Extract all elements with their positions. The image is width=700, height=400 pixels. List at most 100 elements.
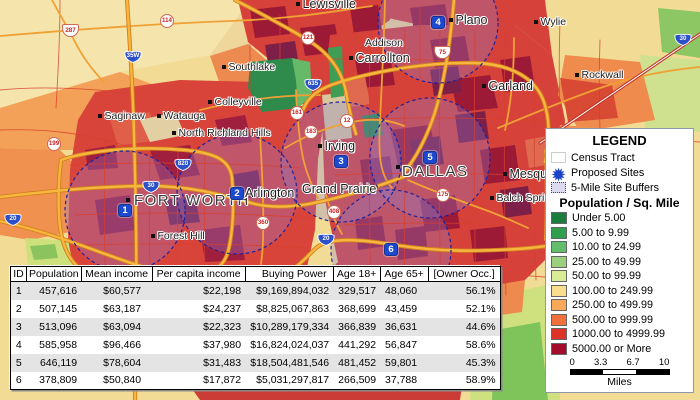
city-label-dallas: DALLAS bbox=[402, 163, 469, 180]
cell-mean-income: $96,466 bbox=[103, 338, 142, 351]
table-row[interactable]: 4 585,958 $96,466 $37,980 $16,824,024,03… bbox=[11, 336, 501, 354]
city-label-north-richland-hills: North Richland Hills bbox=[172, 127, 271, 139]
route-shield-408: 408 bbox=[327, 205, 341, 219]
cell-age-65: 37,788 bbox=[385, 374, 418, 387]
legend-title: LEGEND bbox=[592, 133, 647, 148]
legend-layer-census-tract: Census Tract bbox=[551, 150, 688, 165]
cell-id: 5 bbox=[10, 353, 27, 372]
cell-mean-income: $63,187 bbox=[103, 302, 142, 315]
city-label-arlington: Arlington bbox=[245, 186, 295, 200]
city-dot bbox=[503, 172, 507, 176]
cell-age-18: 266,509 bbox=[338, 374, 377, 387]
cell-buying-power: $8,825,067,863 bbox=[256, 302, 330, 315]
city-dot-fort-worth bbox=[126, 198, 130, 202]
city-label-addison: Addison bbox=[365, 37, 403, 49]
cell-id: 6 bbox=[15, 374, 22, 387]
cell-buying-power: $10,289,179,334 bbox=[245, 317, 334, 336]
route-shield-12: 12 bbox=[340, 114, 354, 128]
table-row[interactable]: 2 507,145 $63,187 $24,237 $8,825,067,863… bbox=[11, 300, 501, 318]
col-header-population[interactable]: Population bbox=[26, 266, 82, 282]
site-marker-6[interactable]: 6 bbox=[384, 243, 398, 256]
site-marker-3[interactable]: 3 bbox=[334, 155, 348, 168]
city-label-colleyville: Colleyville bbox=[208, 96, 262, 108]
legend-subtitle: Population / Sq. Mile bbox=[559, 196, 680, 210]
cell-buying-power: $9,169,894,032 bbox=[245, 281, 334, 300]
class-swatch bbox=[551, 328, 567, 341]
city-label-watauga: Watauga bbox=[157, 110, 205, 122]
city-dot bbox=[575, 73, 579, 77]
cell-population: 378,809 bbox=[39, 374, 78, 387]
cell-age-65: 59,801 bbox=[380, 353, 429, 372]
city-label-rockwall: Rockwall bbox=[575, 69, 624, 81]
city-label-irving: Irving bbox=[318, 139, 355, 153]
class-swatch bbox=[551, 226, 567, 239]
class-swatch bbox=[551, 284, 567, 297]
col-header-buying-power[interactable]: Buying Power bbox=[245, 266, 334, 282]
col-header-age-18[interactable]: Age 18+ bbox=[333, 266, 381, 282]
city-label-forest-hill: Forest Hill bbox=[151, 230, 205, 242]
cell-population: 585,958 bbox=[39, 338, 78, 351]
legend-class: Under 5.00 bbox=[551, 211, 688, 226]
interstate-shield-635: 635 bbox=[303, 78, 323, 91]
site-marker-4[interactable]: 4 bbox=[431, 16, 445, 29]
site-statistics-table: ID Population Mean income Per capita inc… bbox=[10, 266, 501, 390]
cell-owner-occ: 58.9% bbox=[465, 374, 496, 387]
interstate-shield-20-west: 20 bbox=[3, 213, 23, 226]
site-marker-5[interactable]: 5 bbox=[423, 151, 437, 164]
cell-id: 1 bbox=[10, 281, 27, 300]
site-buffer-outlines bbox=[64, 0, 499, 311]
scale-bar-unit: Miles bbox=[607, 376, 632, 388]
cell-population: 646,119 bbox=[26, 353, 82, 372]
cell-age-65: 36,631 bbox=[380, 317, 429, 336]
city-label-carrollton: Carrollton bbox=[349, 51, 410, 65]
class-swatch bbox=[551, 299, 567, 312]
scale-bar: 0 3.3 6.7 10 Miles bbox=[569, 357, 670, 388]
table-header-row: ID Population Mean income Per capita inc… bbox=[10, 266, 501, 282]
proposed-site-star-icon bbox=[551, 167, 566, 182]
col-header-owner-occ[interactable]: [Owner Occ.] bbox=[428, 266, 501, 282]
site-marker-1[interactable]: 1 bbox=[118, 204, 132, 217]
legend-class: 5.00 to 9.99 bbox=[551, 226, 688, 241]
census-tract-swatch bbox=[551, 152, 566, 163]
city-label-wylie: Wylie bbox=[534, 16, 566, 28]
table-row[interactable]: 6 378,809 $50,840 $17,872 $5,031,297,817… bbox=[11, 372, 501, 390]
cell-age-18: 481,452 bbox=[333, 353, 381, 372]
col-header-id[interactable]: ID bbox=[10, 266, 27, 282]
cell-per-capita-income: $22,198 bbox=[152, 281, 246, 300]
us-route-shield-75: 75 bbox=[434, 46, 451, 59]
cell-age-65: 48,060 bbox=[380, 281, 429, 300]
class-swatch bbox=[551, 255, 567, 268]
col-header-age-65[interactable]: Age 65+ bbox=[380, 266, 429, 282]
city-label-plano: Plano bbox=[449, 13, 487, 27]
cell-mean-income: $60,577 bbox=[81, 281, 153, 300]
col-header-per-capita-income[interactable]: Per capita income bbox=[152, 266, 246, 282]
city-dot bbox=[157, 114, 161, 118]
city-dot bbox=[151, 234, 155, 238]
city-dot bbox=[318, 144, 322, 148]
city-label-garland: Garland bbox=[482, 79, 533, 93]
interstate-shield-35w: 35W bbox=[123, 50, 143, 63]
legend-layer-proposed-sites: Proposed Sites bbox=[551, 165, 688, 182]
legend-class: 50.00 to 99.99 bbox=[551, 269, 688, 284]
legend-class: 5000.00 or More bbox=[551, 342, 688, 357]
cell-id: 4 bbox=[15, 338, 22, 351]
col-header-mean-income[interactable]: Mean income bbox=[81, 266, 153, 282]
interstate-shield-20-central: 20 bbox=[316, 233, 336, 246]
route-shield-360: 360 bbox=[256, 216, 270, 230]
table-row[interactable]: 5 646,119 $78,604 $31,483 $18,504,481,54… bbox=[10, 353, 501, 372]
table-row[interactable]: 1 457,616 $60,577 $22,198 $9,169,894,032… bbox=[10, 281, 501, 300]
site-marker-2[interactable]: 2 bbox=[230, 187, 244, 200]
table-row[interactable]: 3 513,096 $63,094 $22,323 $10,289,179,33… bbox=[10, 317, 501, 336]
scale-bar-ticks: 0 3.3 6.7 10 bbox=[569, 357, 670, 368]
interstate-shield-30-east: 30 bbox=[673, 33, 693, 46]
city-label-southlake: Southlake bbox=[222, 61, 275, 73]
cell-owner-occ: 44.6% bbox=[428, 317, 501, 336]
us-route-shield-287: 287 bbox=[62, 24, 79, 37]
city-label-saginaw: Saginaw bbox=[98, 110, 145, 122]
scale-bar-graphic bbox=[569, 369, 670, 375]
city-label-lewisville: Lewisville bbox=[296, 0, 356, 11]
cell-buying-power: $18,504,481,546 bbox=[245, 353, 334, 372]
interstate-shield-30-west: 30 bbox=[141, 180, 161, 193]
route-shield-183: 183 bbox=[304, 125, 318, 139]
